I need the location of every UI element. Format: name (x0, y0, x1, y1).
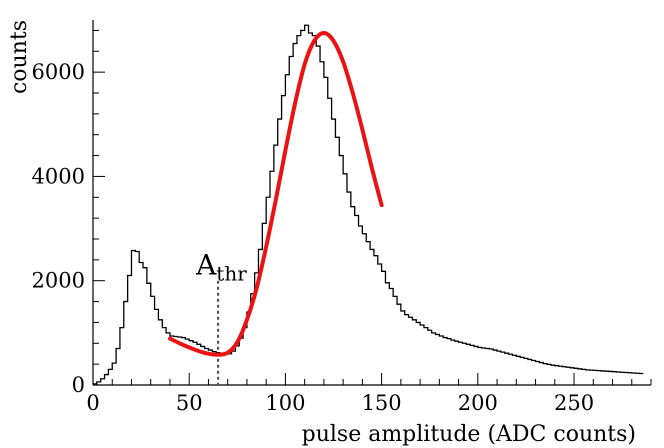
x-tick-label: 150 (362, 391, 402, 415)
y-tick-label: 2000 (32, 269, 85, 293)
fit-curve (167, 31, 384, 357)
y-tick-label: 0 (72, 373, 85, 397)
threshold-label: Athr (195, 249, 247, 286)
y-tick-label: 6000 (32, 60, 85, 84)
x-tick-label: 100 (265, 391, 305, 415)
x-tick-label: 0 (86, 391, 99, 415)
axes (92, 20, 652, 386)
y-tick-label: 4000 (32, 164, 85, 188)
labels-layer: 0 50 100 150 200 250 0 2000 4000 6000 pulse amplit… (7, 20, 636, 447)
x-axis-title: pulse amplitude (ADC counts) (302, 422, 636, 447)
histogram-series (93, 24, 644, 385)
y-axis-title: counts (7, 20, 32, 94)
x-tick-label: 200 (458, 391, 498, 415)
x-tick-label: 50 (176, 391, 203, 415)
data-layer (93, 24, 644, 385)
x-tick-label: 250 (554, 391, 594, 415)
